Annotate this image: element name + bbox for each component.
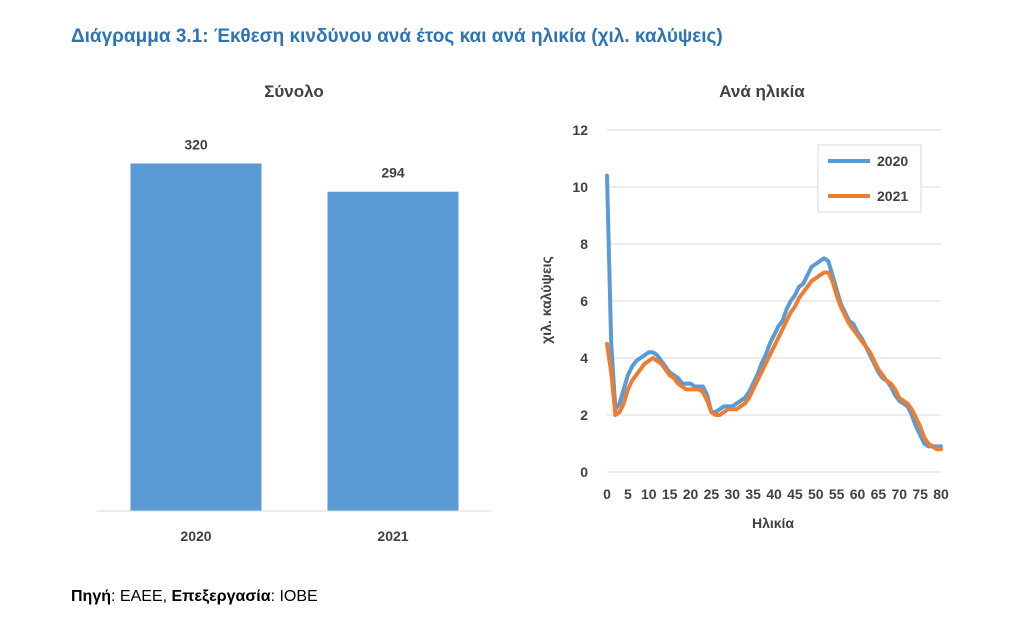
x-tick-label: 60	[850, 486, 866, 502]
line-chart-title: Ανά ηλικία	[719, 82, 805, 101]
x-tick-label: 55	[829, 486, 845, 502]
x-tick-label: 35	[745, 486, 761, 502]
bar-category-label: 2021	[377, 528, 408, 544]
source-value: ΕΑΕΕ	[119, 588, 163, 605]
x-tick-label: 40	[766, 486, 782, 502]
page-title: Διάγραμμα 3.1: Έκθεση κινδύνου ανά έτος …	[71, 26, 723, 47]
bar-data-label: 320	[184, 136, 208, 152]
legend-label-2021: 2021	[877, 188, 908, 204]
x-axis-ticks: 0 5 10 15 20 25 30 35 40 45 50 55 60 65 70 75 80	[603, 486, 949, 502]
x-tick-label: 30	[724, 486, 740, 502]
processing-label: Επεξεργασία	[171, 588, 271, 605]
legend-box	[817, 144, 922, 213]
y-axis-label: χιλ. καλύψεις	[538, 256, 554, 344]
x-tick-label: 10	[641, 486, 657, 502]
x-tick-label: 65	[871, 486, 887, 502]
series-line-2021	[605, 270, 943, 452]
bars: 320 294	[130, 136, 459, 512]
x-tick-label: 80	[933, 486, 949, 502]
source-label: Πηγή	[71, 588, 111, 605]
y-tick-label: 4	[580, 350, 588, 366]
bar-2020	[130, 163, 262, 512]
series-lines	[605, 173, 943, 452]
y-tick-label: 6	[580, 293, 588, 309]
x-tick-label: 70	[891, 486, 907, 502]
processing-value: ΙΟΒΕ	[279, 588, 318, 605]
bar-category-labels: 2020 2021	[180, 528, 408, 544]
legend-label-2020: 2020	[877, 153, 908, 169]
bar-category-label: 2020	[180, 528, 211, 544]
series-line-2020	[605, 173, 943, 449]
bar-chart-title: Σύνολο	[264, 82, 324, 101]
y-tick-label: 12	[572, 122, 588, 138]
source-note: Πηγή: ΕΑΕΕ, Επεξεργασία: ΙΟΒΕ	[71, 588, 318, 605]
x-tick-label: 75	[912, 486, 928, 502]
x-tick-label: 25	[704, 486, 720, 502]
y-tick-label: 10	[572, 179, 588, 195]
x-tick-label: 5	[624, 486, 632, 502]
x-tick-label: 50	[808, 486, 824, 502]
x-tick-label: 0	[603, 486, 611, 502]
bar-2021	[327, 191, 459, 511]
legend: 2020 2021	[817, 144, 922, 213]
x-tick-label: 20	[683, 486, 699, 502]
y-tick-label: 8	[580, 236, 588, 252]
x-tick-label: 45	[787, 486, 803, 502]
x-axis-label: Ηλικία	[752, 515, 794, 531]
y-axis-ticks: 0 2 4 6 8 10 12	[572, 122, 588, 480]
bar-data-label: 294	[381, 165, 405, 181]
y-tick-label: 0	[580, 464, 588, 480]
y-tick-label: 2	[580, 407, 588, 423]
x-tick-label: 15	[662, 486, 678, 502]
